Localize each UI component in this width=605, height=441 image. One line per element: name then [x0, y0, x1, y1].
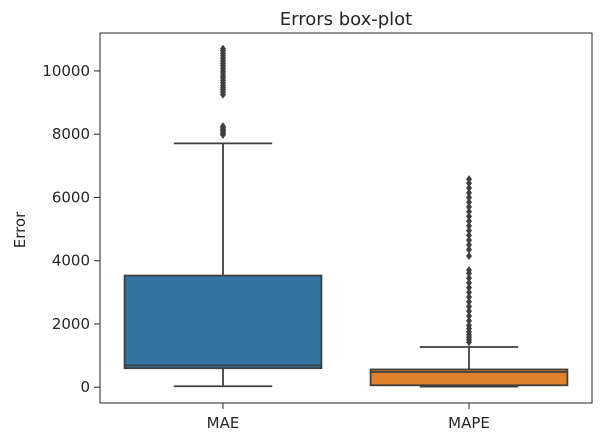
mape-outlier-point	[466, 245, 472, 254]
mape-outlier-point	[466, 236, 472, 245]
mape-outlier-point	[466, 283, 472, 292]
mape-outlier-point	[466, 175, 472, 184]
plot-area	[123, 44, 569, 388]
y-axis-label: Error	[11, 211, 29, 248]
mape-outlier-point	[466, 202, 472, 211]
mape-box-group	[369, 175, 569, 388]
x-tick-label-mae: MAE	[207, 414, 240, 432]
mae-box-group	[123, 44, 323, 388]
mape-outlier-point	[466, 316, 472, 325]
mape-outlier-point	[466, 207, 472, 216]
mape-outlier-point	[466, 179, 472, 188]
y-tick-label: 4000	[52, 252, 90, 270]
mape-outlier-point	[466, 193, 472, 202]
mape-outlier-point	[466, 188, 472, 197]
plot-frame	[99, 32, 593, 404]
mape-outlier-point	[466, 302, 472, 311]
y-tick-label: 10000	[42, 62, 90, 80]
mape-outlier-point	[466, 240, 472, 249]
y-tick-label: 2000	[52, 315, 90, 333]
mape-outlier-point	[466, 251, 472, 260]
mape-outlier-point	[466, 231, 472, 240]
axes: 0 2000 4000 6000 8000 10000 MAE MAPE	[42, 32, 593, 432]
mape-outlier-point	[466, 221, 472, 230]
mape-outlier-point	[466, 266, 472, 275]
mape-outlier-point	[466, 278, 472, 287]
mae-box	[123, 274, 323, 370]
mape-outlier-point	[466, 288, 472, 297]
mape-box	[369, 368, 569, 387]
mape-outlier-point	[466, 293, 472, 302]
mape-outlier-point	[466, 307, 472, 316]
y-tick-label: 0	[80, 378, 90, 396]
mape-outlier-point	[466, 217, 472, 226]
mae-outlier-point	[220, 122, 226, 131]
y-tick-label: 8000	[52, 125, 90, 143]
y-tick-label: 6000	[52, 188, 90, 206]
mape-outlier-point	[466, 297, 472, 306]
mape-outlier-point	[466, 312, 472, 321]
mape-outlier-point	[466, 321, 472, 330]
mape-outlier-point	[466, 226, 472, 235]
mape-outlier-point	[466, 212, 472, 221]
mape-outlier-point	[466, 198, 472, 207]
mape-outlier-point	[466, 183, 472, 192]
chart-title: Errors box-plot	[280, 9, 413, 30]
x-tick-label-mape: MAPE	[448, 414, 490, 432]
mape-outlier-point	[466, 274, 472, 283]
mae-outlier-point	[220, 44, 226, 53]
